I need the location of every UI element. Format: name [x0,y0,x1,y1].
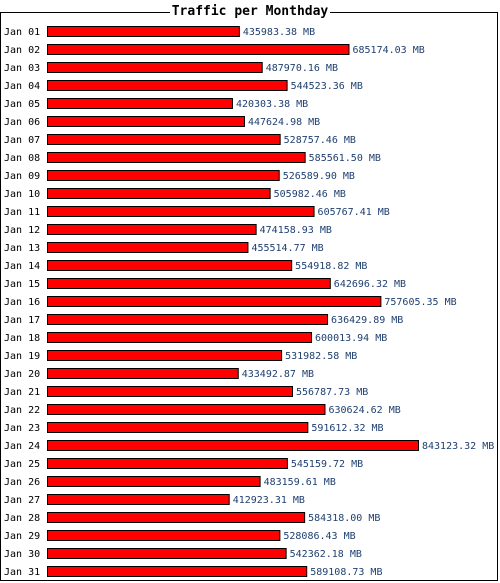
value-label: 420303.38 MB [236,99,308,110]
value-label: 757605.35 MB [384,297,456,308]
bar [47,62,263,73]
value-label: 544523.36 MB [291,81,363,92]
bar [47,206,315,217]
bar [47,152,306,163]
day-label: Jan 25 [4,459,40,470]
value-label: 487970.16 MB [266,63,338,74]
bar [47,170,280,181]
bar [47,260,293,271]
chart-title: Traffic per Monthday [0,3,500,21]
value-label: 605767.41 MB [318,207,390,218]
day-label: Jan 10 [4,189,40,200]
value-label: 685174.03 MB [352,45,424,56]
day-label: Jan 19 [4,351,40,362]
bar [47,512,306,523]
value-label: 528757.46 MB [284,135,356,146]
bar [47,98,233,109]
bar [47,494,230,505]
bar [47,80,288,91]
value-label: 584318.00 MB [308,513,380,524]
bar [47,134,281,145]
value-label: 455514.77 MB [251,243,323,254]
day-label: Jan 06 [4,117,40,128]
day-label: Jan 17 [4,315,40,326]
bar [47,242,249,253]
value-label: 636429.89 MB [331,315,403,326]
bar [47,458,288,469]
value-label: 474158.93 MB [260,225,332,236]
day-label: Jan 20 [4,369,40,380]
value-label: 528086.43 MB [283,531,355,542]
day-label: Jan 14 [4,261,40,272]
value-label: 589108.73 MB [310,567,382,578]
day-label: Jan 30 [4,549,40,560]
day-label: Jan 01 [4,27,40,38]
value-label: 412923.31 MB [233,495,305,506]
bar [47,224,257,235]
day-label: Jan 13 [4,243,40,254]
day-label: Jan 16 [4,297,40,308]
value-label: 526589.90 MB [283,171,355,182]
value-label: 585561.50 MB [309,153,381,164]
day-label: Jan 05 [4,99,40,110]
value-label: 600013.94 MB [315,333,387,344]
bar [47,422,309,433]
day-label: Jan 04 [4,81,40,92]
value-label: 542362.18 MB [290,549,362,560]
day-label: Jan 26 [4,477,40,488]
bar [47,44,350,55]
bar [47,350,283,361]
bar [47,26,240,37]
value-label: 433492.87 MB [242,369,314,380]
value-label: 505982.46 MB [274,189,346,200]
value-label: 591612.32 MB [311,423,383,434]
bar [47,566,308,577]
value-label: 554918.82 MB [295,261,367,272]
bar [47,278,331,289]
value-label: 435983.38 MB [243,27,315,38]
day-label: Jan 28 [4,513,40,524]
value-label: 447624.98 MB [248,117,320,128]
bar [47,188,271,199]
day-label: Jan 29 [4,531,40,542]
value-label: 545159.72 MB [291,459,363,470]
day-label: Jan 23 [4,423,40,434]
day-label: Jan 21 [4,387,40,398]
day-label: Jan 15 [4,279,40,290]
bar [47,476,261,487]
bar [47,386,294,397]
bar [47,332,313,343]
bar [47,404,326,415]
bar [47,530,281,541]
bar [47,368,239,379]
bar [47,314,329,325]
day-label: Jan 31 [4,567,40,578]
day-label: Jan 09 [4,171,40,182]
value-label: 843123.32 MB [422,441,494,452]
bar [47,116,245,127]
value-label: 556787.73 MB [296,387,368,398]
value-label: 630624.62 MB [328,405,400,416]
day-label: Jan 11 [4,207,40,218]
value-label: 483159.61 MB [264,477,336,488]
day-label: Jan 08 [4,153,40,164]
bar [47,548,287,559]
day-label: Jan 03 [4,63,40,74]
bar [47,296,382,307]
chart-title-text: Traffic per Monthday [169,4,331,19]
day-label: Jan 22 [4,405,40,416]
day-label: Jan 02 [4,45,40,56]
day-label: Jan 07 [4,135,40,146]
value-label: 531982.58 MB [285,351,357,362]
day-label: Jan 27 [4,495,40,506]
value-label: 642696.32 MB [334,279,406,290]
day-label: Jan 18 [4,333,40,344]
day-label: Jan 24 [4,441,40,452]
bar [47,440,419,451]
day-label: Jan 12 [4,225,40,236]
